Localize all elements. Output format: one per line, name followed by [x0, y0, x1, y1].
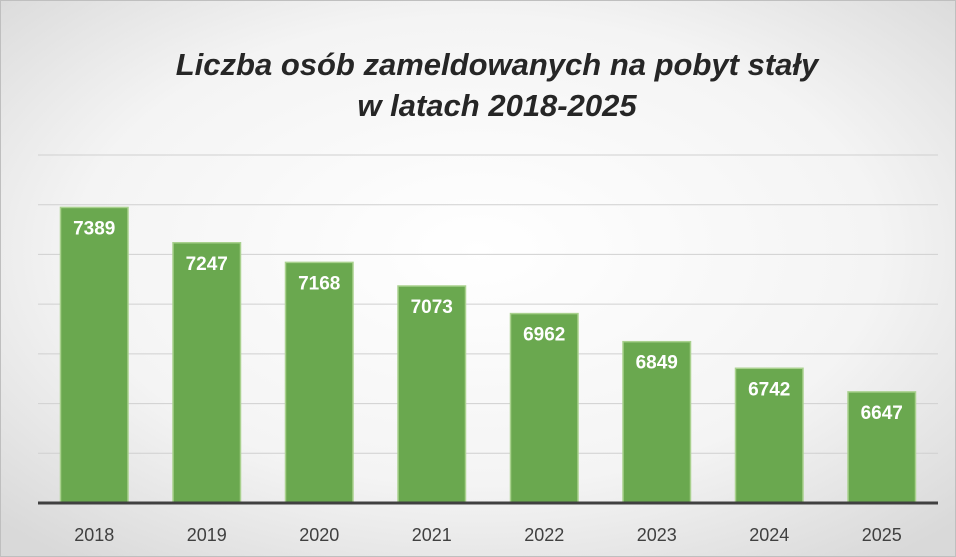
data-label: 6849: [636, 353, 678, 374]
data-label: 7073: [411, 297, 453, 318]
data-label: 6962: [523, 325, 565, 346]
x-tick-label: 2022: [524, 525, 564, 545]
bar: [847, 391, 917, 504]
x-tick-label: 2018: [74, 525, 114, 545]
bar: [397, 285, 467, 504]
x-tick-label: 2023: [637, 525, 677, 545]
chart-title: w latach 2018-2025: [357, 88, 637, 123]
bar: [509, 312, 579, 504]
chart-title: Liczba osób zameldowanych na pobyt stały: [176, 47, 820, 82]
data-label: 7247: [186, 254, 228, 275]
x-tick-label: 2019: [187, 525, 227, 545]
data-label: 7389: [73, 218, 115, 239]
bar: [59, 206, 129, 504]
bar: [734, 367, 804, 504]
bar: [622, 340, 692, 504]
x-tick-label: 2024: [749, 525, 789, 545]
bar: [284, 261, 354, 504]
x-tick-label: 2021: [412, 525, 452, 545]
x-tick-label: 2025: [862, 525, 902, 545]
data-label: 6742: [748, 379, 790, 400]
x-tick-label: 2020: [299, 525, 339, 545]
data-label: 6647: [861, 403, 903, 424]
bar: [172, 241, 242, 504]
data-label: 7168: [298, 273, 340, 294]
